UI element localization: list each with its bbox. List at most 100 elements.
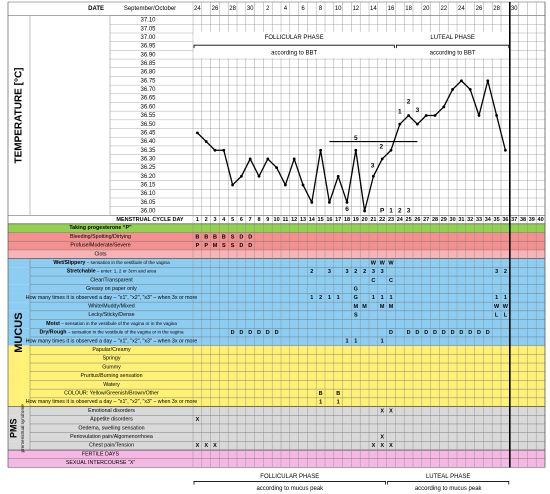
- cell: W: [494, 304, 500, 310]
- cell: X: [204, 443, 208, 449]
- temperature-point: [389, 148, 393, 152]
- cell: C: [389, 278, 393, 284]
- row-label-main: Lecky/Sticky/Dense: [88, 313, 134, 319]
- x-tick-label: 14: [309, 217, 316, 223]
- row-background: [8, 232, 545, 242]
- x-tick-label: 4: [222, 217, 226, 223]
- phase-name: LUTEAL PHASE: [430, 35, 474, 41]
- annotation: 5: [354, 135, 358, 142]
- temperature-point: [477, 114, 481, 117]
- row-label-main: Watery: [103, 382, 120, 388]
- y-tick-label: 36.40: [140, 139, 156, 145]
- cell: X: [196, 443, 200, 449]
- row-label-main: How many times it is observed a day – "x…: [26, 295, 197, 301]
- x-tick-label: 25: [406, 217, 412, 223]
- row-label-main: SEXUAL INTERCOURSE “X”: [66, 460, 135, 466]
- temperature-point: [354, 148, 358, 152]
- y-tick-label: 36.95: [140, 44, 156, 50]
- row-label: FERTILE DAYS: [82, 452, 120, 458]
- cell: C: [371, 278, 375, 284]
- row-label: Clots: [94, 252, 106, 258]
- x-tick-label: 18: [344, 217, 350, 223]
- x-tick-label: 38: [520, 217, 526, 223]
- section-title: PMS: [8, 419, 18, 439]
- cell: M: [389, 304, 394, 310]
- row-label-main: Stretchable: [67, 269, 96, 275]
- temperature-point: [468, 88, 472, 91]
- row-background: [8, 293, 545, 303]
- y-tick-label: 36.30: [140, 156, 156, 162]
- y-tick-label: 36.00: [140, 209, 156, 215]
- cell: D: [248, 243, 252, 249]
- date: 30: [511, 6, 518, 12]
- cell: M: [380, 304, 385, 310]
- row-background: [8, 336, 545, 346]
- cell: D: [477, 330, 481, 336]
- row-background: [8, 310, 545, 320]
- cell: D: [407, 330, 411, 336]
- x-tick-label: 23: [388, 217, 394, 223]
- cell: X: [372, 443, 376, 449]
- cell: X: [380, 408, 384, 414]
- row-label: How many times it is observed a day – "x…: [26, 295, 197, 301]
- row-background: [8, 276, 545, 285]
- date: 16: [388, 6, 395, 12]
- row-label: How many times it is observed a day – "x…: [26, 400, 197, 406]
- cell: D: [442, 330, 446, 336]
- phase-note: according to BBT: [430, 51, 476, 57]
- date: 8: [319, 6, 323, 12]
- row-label: White/Muddy/Mixed: [88, 304, 135, 310]
- date-label: DATE: [88, 6, 104, 12]
- temperature-point: [486, 79, 490, 83]
- cell: 3: [372, 269, 375, 275]
- temperature-point: [363, 209, 366, 213]
- x-tick-label: 2: [205, 217, 208, 223]
- temperature-point: [204, 140, 208, 143]
- cell: 1: [372, 295, 375, 301]
- row-background: [8, 328, 545, 337]
- cell: 3: [495, 269, 498, 275]
- phase-bracket: [387, 481, 510, 485]
- cell: 1: [495, 295, 498, 301]
- temperature-point: [433, 114, 437, 117]
- row-background: [8, 302, 545, 311]
- row-label: How many times it is observed a day – "x…: [26, 339, 197, 345]
- x-tick-label: 37: [511, 217, 517, 223]
- date: 18: [405, 6, 412, 12]
- temperature-point: [248, 157, 252, 161]
- temperature-point: [240, 174, 243, 178]
- cell: 2: [363, 269, 366, 275]
- cell: 2: [319, 295, 322, 301]
- row-label-main: Springy: [103, 356, 121, 362]
- temperature-point: [336, 174, 340, 178]
- row-label-main: Gummy: [102, 365, 121, 371]
- y-tick-label: 36.25: [140, 165, 156, 171]
- x-tick-label: 19: [353, 217, 359, 223]
- temperature-line: [196, 80, 507, 212]
- annotation: 3: [407, 208, 411, 215]
- row-label: Springy: [103, 356, 121, 362]
- temperature-point: [460, 79, 463, 83]
- cell: 1: [381, 295, 384, 301]
- row-label: Bleeding/Spotting/Dirtying: [70, 234, 131, 240]
- cell: X: [196, 417, 200, 423]
- row-label-note: – sensation in the vestibule of the vagi…: [60, 321, 177, 326]
- phase-name: LUTEAL PHASE: [426, 474, 470, 480]
- annotation: 3: [416, 107, 420, 114]
- x-tick-label: 22: [379, 217, 385, 223]
- row-label-main: COLOUR: Yellow/Greenish/Brown/Other: [64, 391, 159, 397]
- cell: D: [451, 330, 455, 336]
- row-background: [8, 249, 545, 259]
- row-background: [8, 258, 545, 268]
- row-label-main: Taking progesterone “P”: [69, 226, 132, 232]
- row-label-main: Periovulation pain/Algomenorrhoea: [70, 434, 153, 440]
- cell: X: [213, 443, 217, 449]
- cell: 3: [345, 269, 348, 275]
- cell: M: [354, 304, 359, 310]
- x-tick-label: 35: [494, 217, 500, 223]
- y-tick-label: 36.45: [140, 130, 156, 136]
- cell: 2: [354, 269, 357, 275]
- cell: B: [213, 234, 217, 240]
- y-tick-label: 37.05: [140, 26, 156, 32]
- cell: D: [415, 330, 419, 336]
